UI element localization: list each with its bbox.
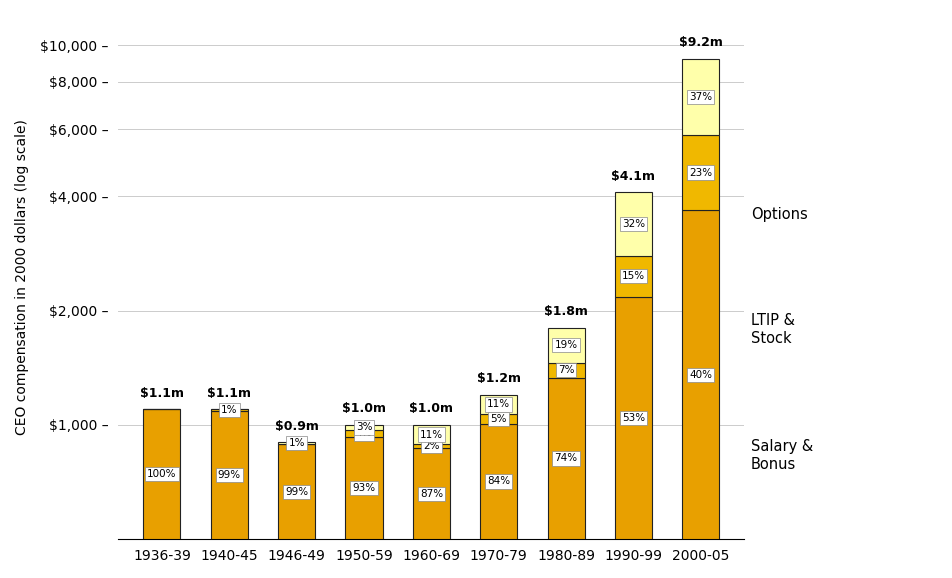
Bar <box>210 409 248 411</box>
Text: Salary &
Bonus: Salary & Bonus <box>750 439 812 472</box>
Text: 4%: 4% <box>355 428 372 439</box>
Y-axis label: CEO compensation in 2000 dollars (log scale): CEO compensation in 2000 dollars (log sc… <box>15 119 29 435</box>
Text: 100%: 100% <box>147 469 176 479</box>
Bar <box>210 411 248 539</box>
Text: LTIP &
Stock: LTIP & Stock <box>750 313 794 346</box>
Bar <box>682 135 719 210</box>
Text: 15%: 15% <box>621 271 645 281</box>
Text: $9.2m: $9.2m <box>678 36 722 49</box>
Bar <box>547 377 584 539</box>
Text: 99%: 99% <box>285 487 307 497</box>
Text: $4.1m: $4.1m <box>611 169 655 183</box>
Text: 1%: 1% <box>288 438 305 448</box>
Text: 40%: 40% <box>688 370 711 380</box>
Bar <box>682 210 719 539</box>
Bar <box>412 444 449 448</box>
Text: $0.9m: $0.9m <box>274 420 318 433</box>
Bar <box>614 256 651 297</box>
Text: 7%: 7% <box>557 365 574 375</box>
Bar <box>346 437 382 539</box>
Text: 74%: 74% <box>554 454 577 464</box>
Bar <box>278 444 315 539</box>
Bar <box>480 424 517 539</box>
Bar <box>412 425 449 444</box>
Text: $1.0m: $1.0m <box>409 402 453 416</box>
Text: 87%: 87% <box>419 488 443 499</box>
Bar <box>682 59 719 135</box>
Text: 23%: 23% <box>688 168 711 177</box>
Text: 19%: 19% <box>554 340 577 350</box>
Text: 32%: 32% <box>621 219 645 229</box>
Bar <box>480 414 517 424</box>
Text: 99%: 99% <box>217 470 241 480</box>
Text: $1.0m: $1.0m <box>342 402 386 416</box>
Text: $1.8m: $1.8m <box>544 305 587 318</box>
Bar <box>144 409 180 539</box>
Text: 53%: 53% <box>621 413 645 423</box>
Text: $1.1m: $1.1m <box>208 387 251 399</box>
Bar <box>346 430 382 437</box>
Text: 3%: 3% <box>355 423 372 432</box>
Bar <box>614 297 651 539</box>
Text: 84%: 84% <box>486 476 509 487</box>
Bar <box>547 363 584 377</box>
Bar <box>412 448 449 539</box>
Bar <box>346 425 382 430</box>
Bar <box>614 192 651 256</box>
Text: 1%: 1% <box>221 405 237 415</box>
Text: 11%: 11% <box>486 399 509 409</box>
Text: 93%: 93% <box>352 483 375 493</box>
Text: 11%: 11% <box>419 429 443 439</box>
Text: Options: Options <box>750 207 806 222</box>
Bar <box>278 442 315 444</box>
Text: 37%: 37% <box>688 92 711 102</box>
Bar <box>547 328 584 363</box>
Bar <box>480 395 517 414</box>
Text: 5%: 5% <box>490 414 506 424</box>
Text: $1.1m: $1.1m <box>140 387 184 399</box>
Text: 2%: 2% <box>423 441 439 451</box>
Text: $1.2m: $1.2m <box>476 372 520 386</box>
